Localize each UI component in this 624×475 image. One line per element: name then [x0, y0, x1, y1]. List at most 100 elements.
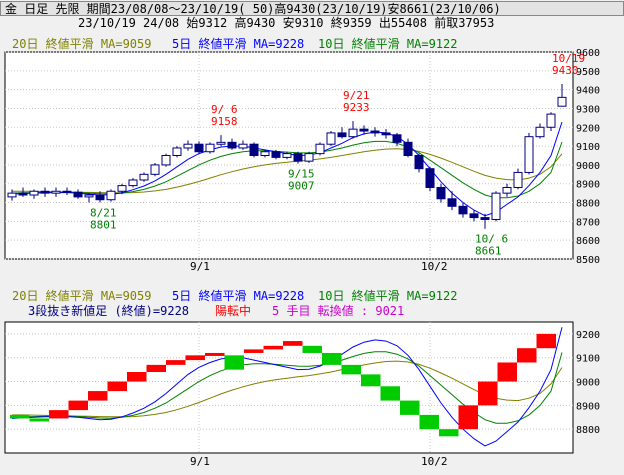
upper-y-axis: 8500 8600 8700 8800 8900 9000 9100 9200 9300 9400…	[576, 48, 600, 266]
ma20-line	[12, 360, 563, 418]
candle	[403, 141, 413, 156]
down-box	[361, 374, 381, 387]
candlestick-panel: 8500 8600 8700 8800 8900 9000 9100 9200 9300 9400…	[4, 48, 600, 273]
upper-legend: 20日 終値平滑 MA=9059 5日 終値平滑 MA=9228 10日 終値平…	[12, 36, 457, 51]
ma20-line	[12, 148, 563, 194]
y-tick-label: 8600	[576, 236, 600, 247]
legend-ma5: 5日 終値平滑 MA=9228	[172, 36, 304, 51]
candle	[161, 155, 171, 166]
candle	[315, 143, 325, 155]
y-tick-label: 9100	[576, 142, 600, 153]
candle	[524, 136, 534, 173]
y-tick-label: 9200	[576, 330, 600, 341]
candle	[18, 192, 28, 196]
up-box	[146, 364, 166, 373]
y-tick-label: 8500	[576, 255, 600, 266]
up-box	[127, 372, 147, 382]
candle	[282, 153, 292, 158]
candle	[337, 132, 347, 138]
y-tick-label: 8800	[576, 425, 600, 436]
chart-title-bar: 金 日足 先限 期間23/08/08～23/10/19( 50)高9430(23…	[0, 1, 624, 16]
annotation-value: 9233	[343, 101, 370, 114]
upper-x-axis: 9/1 10/2	[190, 260, 448, 273]
lower-y-axis: 8800 8900 9000 9100 9200	[576, 330, 600, 436]
candle	[491, 192, 501, 220]
x-tick-label: 9/1	[190, 455, 210, 468]
candle	[513, 171, 523, 188]
candle	[139, 173, 149, 181]
candle	[95, 194, 105, 201]
candle	[150, 164, 160, 175]
candle	[546, 113, 556, 128]
candle	[106, 190, 116, 201]
x-tick-label: 9/1	[190, 260, 210, 273]
y-tick-label: 9400	[576, 86, 600, 97]
annotation-date: 9/ 6	[211, 103, 238, 116]
y-tick-label: 9200	[576, 123, 600, 134]
candle	[172, 147, 182, 157]
candle	[260, 151, 270, 156]
ma5-line	[11, 327, 563, 447]
candle	[359, 128, 369, 132]
up-box	[497, 362, 517, 382]
up-box	[263, 345, 283, 350]
y-tick-label: 8800	[576, 199, 600, 210]
candle	[238, 143, 248, 149]
up-box	[49, 410, 69, 419]
up-box	[205, 352, 225, 356]
candle	[293, 153, 303, 162]
candle	[205, 143, 215, 153]
candle	[84, 194, 94, 198]
candle	[381, 132, 391, 136]
candle	[414, 155, 424, 170]
y-tick-label: 9000	[576, 161, 600, 172]
three-line-break-info: 3段抜き新値足 (終値)=9228	[28, 303, 189, 318]
down-box	[322, 352, 342, 365]
candles	[7, 83, 567, 229]
up-box	[185, 355, 205, 361]
y-tick-label: 8900	[576, 180, 600, 191]
candle	[40, 190, 50, 194]
down-box	[400, 400, 420, 415]
legend-ma5-lower: 5日 終値平滑 MA=9228	[172, 288, 304, 303]
candle	[271, 151, 281, 158]
candle	[249, 143, 259, 156]
y-tick-label: 9300	[576, 104, 600, 115]
candle	[370, 130, 380, 134]
candle	[128, 179, 138, 187]
candle	[480, 217, 490, 220]
candle	[183, 143, 193, 149]
candle	[7, 192, 17, 198]
break-boxes	[10, 333, 556, 437]
candle	[348, 128, 358, 138]
down-box	[439, 429, 459, 437]
legend-ma10-lower: 10日 終値平滑 MA=9122	[318, 288, 457, 303]
y-tick-label: 8900	[576, 401, 600, 412]
candle	[557, 96, 567, 107]
up-box	[244, 349, 264, 353]
annotation-value: 9430	[552, 64, 579, 77]
candle	[425, 168, 435, 188]
annotation-value: 8661	[475, 245, 502, 258]
x-tick-label: 10/2	[421, 260, 448, 273]
candle	[117, 185, 127, 192]
candle	[447, 198, 457, 207]
lower-grid	[5, 322, 573, 453]
annotation-date: 9/15	[288, 168, 315, 181]
annotation-date: 10/ 6	[475, 233, 508, 246]
down-box	[29, 418, 49, 422]
candle	[51, 190, 61, 194]
candle	[73, 191, 83, 198]
annotation-date: 10/19	[552, 52, 585, 65]
down-box	[419, 414, 439, 430]
y-tick-label: 9000	[576, 378, 600, 389]
down-box	[10, 414, 30, 419]
candle	[535, 126, 545, 138]
down-box	[341, 364, 361, 375]
legend-ma20: 20日 終値平滑 MA=9059	[12, 36, 151, 51]
annotation-value: 9158	[211, 115, 238, 128]
candle	[29, 190, 39, 196]
trend-status: 陽転中	[215, 303, 251, 318]
